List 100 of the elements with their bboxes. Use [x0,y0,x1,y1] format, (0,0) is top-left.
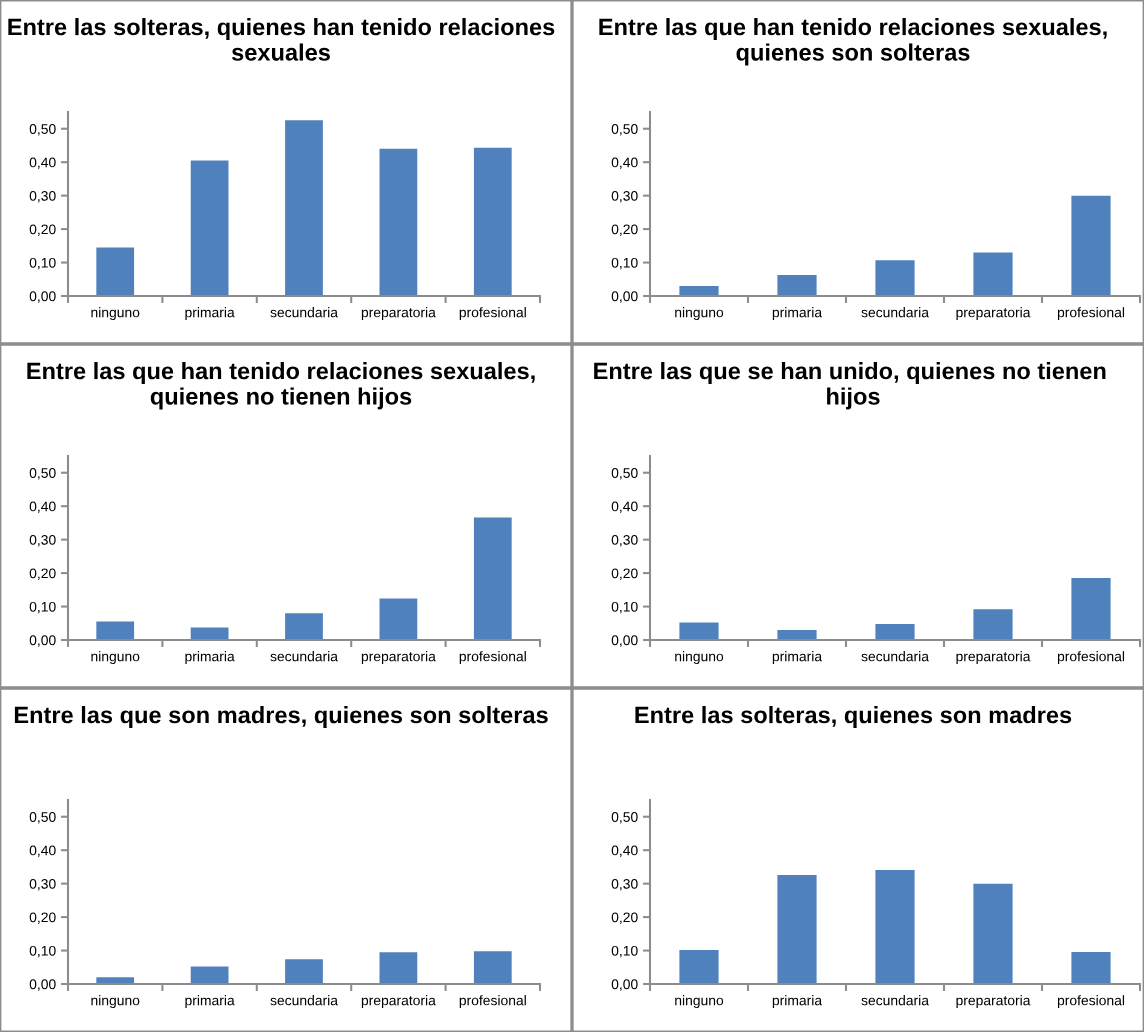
y-tick-label: 0,30 [29,534,56,547]
bar [96,621,135,640]
bar [379,148,418,296]
bar [473,951,512,984]
bar [777,874,817,984]
y-tick-label: 0,20 [611,568,638,580]
chart-title: Entre las que han tenido relaciones sexuales, quienes no tienen hijos [27,362,535,410]
x-tick-label: secundaria [270,307,338,318]
x-tick-label: primaria [772,651,823,665]
y-tick-label: 0,10 [29,945,56,958]
y-tick-label: 0,50 [611,124,638,136]
bar [96,977,135,984]
x-tick-label: primaria [185,995,235,1009]
y-tick-label: 0,00 [29,291,56,303]
bar [973,883,1013,984]
x-tick-label: secundaria [861,651,929,662]
bar [190,966,229,984]
bar [285,959,323,984]
bar [1071,578,1111,640]
bar [679,949,719,984]
x-tick-label: preparatoria [361,651,436,665]
y-tick-label: 0,40 [29,157,56,169]
y-tick-label: 0,10 [611,257,638,270]
y-tick-label: 0,10 [611,945,638,958]
bar [679,285,719,296]
y-tick-label: 0,40 [611,845,638,857]
bar [190,160,229,296]
y-tick-label: 0,00 [29,635,56,647]
y-tick-label: 0,40 [611,157,638,169]
bar [379,598,418,640]
y-tick-label: 0,20 [29,224,56,236]
bar [285,120,323,296]
x-tick-label: profesional [459,995,526,1009]
x-tick-label: primaria [772,995,823,1009]
chart-title: Entre las solteras, quienes han tenido relaciones sexuales [8,18,555,61]
x-tick-label: primaria [185,307,235,321]
y-tick-label: 0,00 [611,291,638,303]
x-tick-label: ninguno [675,307,724,321]
chart-title: Entre las que se han unido, quienes no tienen hijos [594,362,1106,410]
y-tick-label: 0,20 [29,568,56,580]
y-tick-label: 0,40 [29,845,56,857]
chart-title: Entre las solteras, quienes son madres [635,706,1072,729]
bar [473,517,512,640]
bar [679,622,719,640]
bar [875,623,915,640]
y-tick-label: 0,10 [29,601,56,614]
x-tick-label: secundaria [270,995,338,1006]
y-tick-label: 0,40 [611,501,638,513]
bar [973,609,1013,640]
bar [875,869,915,984]
y-tick-label: 0,50 [611,812,638,824]
bar [973,252,1013,296]
x-tick-label: preparatoria [361,995,436,1009]
y-tick-label: 0,30 [611,534,638,547]
bar [473,147,512,296]
y-tick-label: 0,20 [611,224,638,236]
y-tick-label: 0,20 [611,912,638,924]
x-tick-label: secundaria [861,995,929,1006]
bar [777,629,817,640]
x-tick-label: primaria [772,307,823,321]
y-tick-label: 0,30 [611,878,638,891]
y-tick-label: 0,00 [29,979,56,991]
y-tick-label: 0,30 [29,878,56,891]
x-tick-label: preparatoria [956,995,1031,1009]
x-tick-label: preparatoria [956,307,1031,321]
x-tick-label: profesional [1057,307,1125,321]
y-tick-label: 0,30 [29,190,56,203]
x-tick-label: preparatoria [361,307,436,321]
x-tick-label: profesional [459,307,526,321]
chart-title: Entre las que han tenido relaciones sexuales, quienes son solteras [599,18,1107,66]
bar [1071,951,1111,984]
y-tick-label: 0,50 [29,124,56,136]
y-tick-label: 0,20 [29,912,56,924]
x-tick-label: profesional [459,651,526,665]
x-tick-label: profesional [1057,995,1125,1009]
y-tick-label: 0,00 [611,979,638,991]
bar [875,260,915,296]
x-tick-label: primaria [185,651,235,665]
x-tick-label: profesional [1057,651,1125,665]
x-tick-label: ninguno [91,307,140,321]
y-tick-label: 0,30 [611,190,638,203]
chart-title: Entre las que son madres, quienes son solteras [14,706,548,729]
x-tick-label: ninguno [675,651,724,665]
bar [379,952,418,984]
y-tick-label: 0,40 [29,501,56,513]
x-tick-label: ninguno [675,995,724,1009]
x-tick-label: preparatoria [956,651,1031,665]
x-tick-label: secundaria [270,651,338,662]
y-tick-label: 0,50 [29,812,56,824]
x-tick-label: secundaria [861,307,929,318]
bar [96,247,135,296]
x-tick-label: ninguno [91,651,140,665]
y-tick-label: 0,50 [611,468,638,480]
y-tick-label: 0,10 [29,257,56,270]
y-tick-label: 0,50 [29,468,56,480]
y-tick-label: 0,10 [611,601,638,614]
y-tick-label: 0,00 [611,635,638,647]
x-tick-label: ninguno [91,995,140,1009]
bar [777,274,817,296]
bar [285,613,323,640]
